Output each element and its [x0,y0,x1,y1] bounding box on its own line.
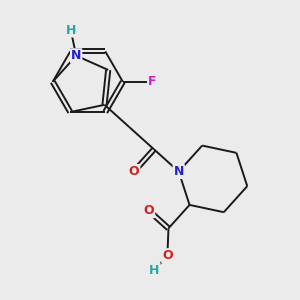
Text: H: H [149,263,160,277]
Text: H: H [65,23,76,37]
Text: N: N [173,165,184,178]
Text: N: N [71,49,81,62]
Text: O: O [129,165,140,178]
Text: O: O [144,204,154,217]
Text: F: F [148,75,157,88]
Text: O: O [162,249,173,262]
